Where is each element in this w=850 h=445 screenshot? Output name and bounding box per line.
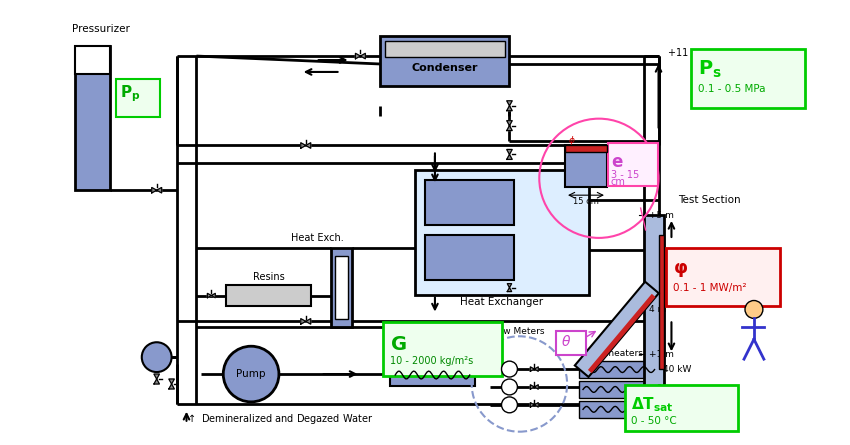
Polygon shape — [507, 121, 513, 130]
FancyBboxPatch shape — [116, 79, 160, 117]
Text: 40 kW: 40 kW — [662, 365, 691, 374]
FancyBboxPatch shape — [691, 49, 805, 108]
Bar — [380, 36, 509, 86]
Text: $\theta$: $\theta$ — [561, 334, 571, 349]
Bar — [75, 46, 110, 190]
Text: Condenser: Condenser — [411, 64, 479, 73]
Polygon shape — [530, 403, 538, 407]
Polygon shape — [355, 53, 366, 59]
Text: Pressurizer: Pressurizer — [72, 24, 130, 34]
Text: +1 m: +1 m — [649, 350, 673, 359]
Polygon shape — [301, 143, 311, 148]
Text: $\mathbf{\Delta T_{sat}}$: $\mathbf{\Delta T_{sat}}$ — [631, 396, 673, 414]
Circle shape — [142, 342, 172, 372]
Polygon shape — [575, 282, 659, 377]
Text: Pump: Pump — [236, 369, 266, 379]
FancyBboxPatch shape — [383, 322, 502, 376]
Text: 3 - 15: 3 - 15 — [611, 170, 639, 180]
Text: $\mathbf{P_p}$: $\mathbf{P_p}$ — [120, 84, 140, 104]
Text: Flow Meters: Flow Meters — [490, 327, 544, 336]
Text: 15 cm: 15 cm — [573, 197, 599, 206]
Circle shape — [224, 346, 279, 402]
Circle shape — [502, 379, 518, 395]
Polygon shape — [151, 187, 162, 193]
Polygon shape — [507, 101, 513, 111]
Bar — [425, 235, 514, 279]
Polygon shape — [169, 379, 174, 389]
Polygon shape — [530, 385, 538, 389]
Circle shape — [502, 361, 518, 377]
Bar — [565, 146, 607, 187]
Bar — [390, 364, 474, 386]
Bar — [385, 41, 505, 57]
Polygon shape — [507, 283, 512, 291]
Text: 0.1 - 1 MW/m²: 0.1 - 1 MW/m² — [673, 283, 747, 293]
Text: +11 m: +11 m — [668, 48, 701, 58]
Bar — [579, 361, 659, 378]
FancyBboxPatch shape — [556, 332, 586, 355]
Bar — [579, 381, 659, 398]
Text: $\uparrow$ Demineralized and Degazed Water: $\uparrow$ Demineralized and Degazed Wat… — [186, 412, 374, 426]
Text: $\mathbf{\varphi}$: $\mathbf{\varphi}$ — [673, 261, 689, 279]
Text: Preheaters: Preheaters — [594, 349, 643, 358]
Text: +5 m: +5 m — [649, 210, 673, 219]
Bar — [331, 248, 353, 328]
Bar — [425, 180, 514, 225]
FancyBboxPatch shape — [666, 248, 779, 307]
Bar — [415, 170, 589, 295]
Text: Heat Exch.: Heat Exch. — [291, 233, 343, 243]
Polygon shape — [588, 294, 655, 373]
Text: Test Section: Test Section — [678, 195, 741, 205]
FancyBboxPatch shape — [608, 142, 658, 186]
Text: Heat Exchanger: Heat Exchanger — [461, 298, 544, 307]
Text: 120 kW: 120 kW — [662, 385, 697, 394]
Bar — [565, 146, 607, 153]
Circle shape — [745, 300, 763, 319]
Bar — [75, 46, 110, 74]
FancyBboxPatch shape — [625, 385, 738, 431]
Text: $\phi$: $\phi$ — [568, 134, 575, 147]
Text: $\mathbf{e}$: $\mathbf{e}$ — [611, 154, 623, 171]
Polygon shape — [507, 150, 513, 159]
Text: 10 - 2000 kg/m²s: 10 - 2000 kg/m²s — [390, 356, 473, 366]
Text: 200 kW: 200 kW — [662, 405, 697, 414]
Circle shape — [502, 397, 518, 413]
Bar — [643, 215, 664, 389]
Bar — [659, 235, 664, 369]
Polygon shape — [301, 319, 311, 324]
Text: 200 kW: 200 kW — [414, 351, 450, 361]
Bar — [335, 256, 348, 320]
Polygon shape — [207, 293, 215, 298]
Text: +0 m: +0 m — [649, 384, 673, 393]
Text: 0.1 - 0.5 MPa: 0.1 - 0.5 MPa — [699, 84, 766, 94]
Text: $\mathbf{P_s}$: $\mathbf{P_s}$ — [699, 58, 722, 80]
Text: $\mathbf{G}$: $\mathbf{G}$ — [390, 335, 407, 354]
Polygon shape — [154, 374, 160, 384]
Text: 0 - 50 °C: 0 - 50 °C — [631, 416, 677, 426]
Bar — [226, 285, 311, 307]
Bar — [579, 401, 659, 418]
Text: cm: cm — [611, 177, 626, 187]
Text: Resins: Resins — [252, 271, 285, 282]
Polygon shape — [530, 367, 538, 371]
Text: 4 m: 4 m — [649, 305, 666, 314]
